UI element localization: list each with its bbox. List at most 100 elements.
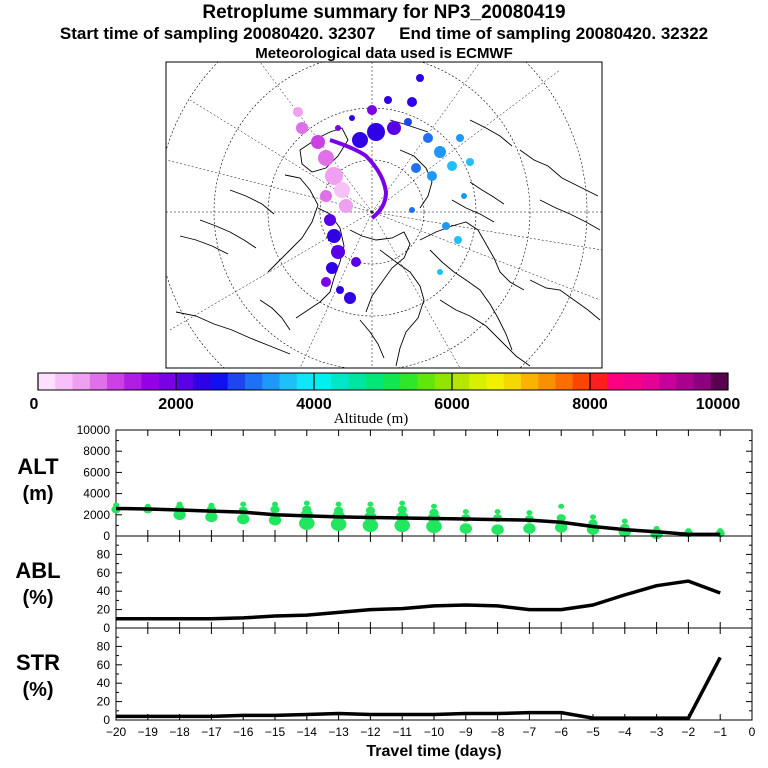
abl-line (116, 579, 721, 621)
colorbar-swatch-7 (158, 373, 177, 390)
str-frame (115, 627, 753, 721)
colorbar-swatch-10 (210, 373, 229, 390)
colorbar-swatch-37 (676, 373, 694, 390)
alt-ytick-label-1: 2000 (83, 508, 110, 522)
colorbar-swatch-36 (659, 373, 677, 390)
alt-particle-11-0 (462, 509, 469, 515)
colorbar-swatch-1 (55, 373, 73, 390)
abl-panel: 0 20 40 60 80 ABL (%) (15, 535, 753, 635)
xtick-label-12: −8 (491, 725, 505, 739)
colorbar-swatch-12 (245, 373, 263, 390)
abl-frame (115, 535, 753, 629)
colorbar-swatch-9 (193, 373, 211, 390)
colorbar-swatch-15 (296, 373, 315, 390)
altitude-colorbar: 0 2000 4000 6000 8000 10000 Altitude (m) (30, 372, 741, 427)
alt-particle-9-3 (394, 518, 411, 533)
colorbar-swatch-23 (434, 373, 453, 390)
xtick-label-7: −13 (328, 725, 349, 739)
alt-particle-15-0 (590, 514, 596, 520)
abl-ytick-label-4: 80 (97, 547, 111, 561)
alt-particle-4-2 (237, 513, 250, 525)
colorbar-swatch-6 (141, 373, 160, 390)
colorbar-swatches (38, 373, 729, 390)
colorbar-swatch-5 (124, 373, 142, 390)
colorbar-swatch-30 (555, 373, 574, 390)
alt-particle-13-2 (523, 523, 536, 534)
colorbar-swatch-17 (331, 373, 349, 390)
xtick-label-1: −19 (138, 725, 159, 739)
colorbar-swatch-3 (89, 373, 108, 390)
colorbar-swatch-16 (314, 373, 332, 390)
xaxis-label: Travel time (days) (366, 743, 501, 760)
xtick-label-17: −3 (650, 725, 664, 739)
alt-ytick-label-4: 8000 (83, 444, 110, 458)
alt-mean-line (115, 506, 721, 537)
abl-ytick-label-2: 40 (97, 584, 111, 598)
str-ytick-label-2: 40 (97, 676, 111, 690)
alt-particle-14-1 (556, 514, 566, 522)
alt-particle-14-0 (558, 503, 565, 509)
colorbar-swatch-32 (590, 373, 608, 390)
colorbar-tick-label-2: 4000 (296, 396, 332, 413)
alt-particle-5-1 (270, 505, 280, 514)
colorbar-axis-label: Altitude (m) (334, 411, 409, 427)
colorbar-swatch-11 (227, 373, 246, 390)
colorbar-swatch-8 (176, 373, 194, 390)
abl-yunit: (%) (22, 587, 53, 609)
colorbar-tick-label-3: 6000 (434, 396, 470, 413)
alt-particle-9-0 (399, 500, 406, 506)
colorbar-swatch-14 (279, 373, 298, 390)
colorbar-swatch-2 (72, 373, 91, 390)
abl-ytick-label-1: 20 (97, 603, 111, 617)
start-time-label: Start time of sampling 20080420. 32307 (59, 24, 376, 43)
colorbar-swatch-19 (365, 373, 384, 390)
alt-ytick-label-0: 0 (103, 529, 110, 543)
colorbar-swatch-38 (693, 373, 712, 390)
xtick-label-4: −16 (233, 725, 254, 739)
xtick-label-20: 0 (749, 725, 756, 739)
colorbar-swatch-39 (710, 373, 729, 390)
alt-particle-6-3 (299, 516, 315, 530)
colorbar-swatch-22 (417, 373, 436, 390)
str-ytick-label-4: 80 (97, 639, 111, 653)
xtick-label-13: −7 (523, 725, 537, 739)
colorbar-swatch-20 (383, 373, 401, 390)
xtick-label-18: −2 (682, 725, 696, 739)
str-ytick-label-1: 20 (97, 695, 111, 709)
alt-particle-2-2 (173, 509, 186, 521)
xtick-label-10: −10 (424, 725, 445, 739)
xtick-label-14: −6 (554, 725, 568, 739)
alt-particle-11-2 (459, 523, 472, 534)
str-line (116, 656, 722, 720)
colorbar-swatch-18 (348, 373, 367, 390)
polar-map (165, 61, 603, 369)
str-ylabel: STR (16, 650, 60, 675)
str-ytick-label-3: 60 (97, 658, 111, 672)
str-yunit: (%) (22, 679, 53, 701)
xtick-label-6: −14 (297, 725, 318, 739)
xtick-label-5: −15 (265, 725, 286, 739)
alt-particle-3-2 (205, 511, 218, 523)
alt-particle-10-3 (426, 519, 442, 534)
xtick-label-9: −11 (392, 725, 412, 739)
colorbar-tick-label-4: 8000 (572, 396, 608, 413)
colorbar-tick-label-0: 0 (30, 396, 39, 413)
xtick-label-16: −4 (618, 725, 632, 739)
sampling-times: Start time of sampling 20080420. 32307 E… (0, 24, 768, 44)
alt-particle-7-3 (330, 517, 347, 531)
colorbar-tick-label-5: 10000 (696, 396, 741, 413)
alt-particle-12-2 (491, 524, 504, 535)
alt-panel: 0 2000 4000 6000 8000 10000 ALT (m) (17, 423, 753, 543)
colorbar-swatch-35 (641, 373, 660, 390)
xtick-label-0: −20 (106, 725, 127, 739)
colorbar-swatch-27 (503, 373, 522, 390)
retroplume-centroid-path (329, 138, 389, 220)
alt-ytick-label-3: 6000 (83, 465, 110, 479)
map-grid (166, 62, 602, 368)
timeseries-panels: 0200040006000800010000ALT(m)020406080ABL… (15, 423, 755, 760)
alt-particle-8-0 (367, 501, 374, 507)
colorbar-swatch-33 (607, 373, 625, 390)
alt-ylabel: ALT (17, 454, 59, 479)
